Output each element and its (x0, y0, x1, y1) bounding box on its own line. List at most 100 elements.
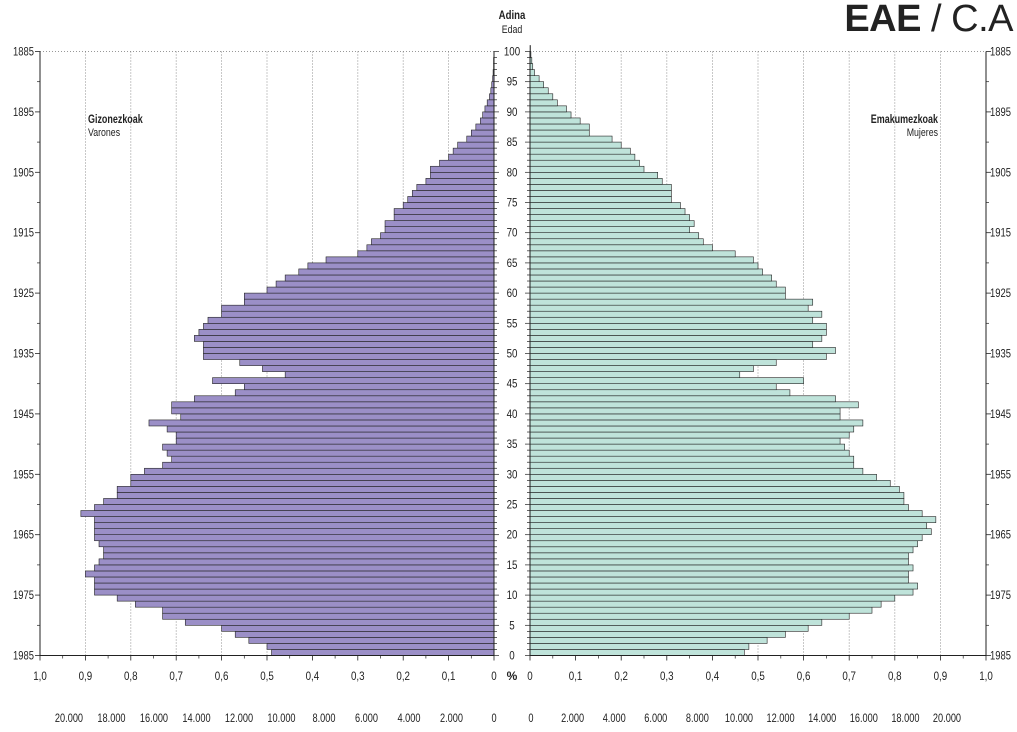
male-bar (203, 347, 495, 354)
female-bar (529, 214, 690, 221)
pct-tick-label-left: 0,3 (351, 670, 365, 683)
female-bar (529, 208, 686, 215)
year-label-left: 1915 (13, 227, 34, 240)
male-bar (148, 419, 495, 427)
female-bar (529, 522, 928, 529)
female-bar (529, 365, 754, 372)
male-bar (98, 540, 495, 548)
age-tick-label: 0 (509, 650, 514, 663)
male-bar (130, 480, 495, 487)
abs-tick-label-left: 8.000 (312, 713, 335, 725)
female-bar (529, 449, 850, 457)
female-bar (529, 606, 873, 614)
female-bar (529, 304, 809, 312)
male-bar (357, 250, 495, 258)
female-bar (529, 425, 855, 433)
year-label-left: 1955 (13, 468, 34, 481)
female-bar (529, 153, 636, 161)
abs-tick-label-left: 0 (491, 713, 496, 725)
male-bar (244, 292, 495, 300)
female-bar (529, 87, 549, 95)
female-bar (529, 383, 777, 391)
female-bar (529, 262, 759, 270)
female-bar (529, 504, 909, 511)
pct-tick-label-left: 0,5 (260, 670, 274, 683)
male-bar (116, 486, 495, 493)
grid-lines (39, 51, 987, 656)
male-bar (194, 335, 495, 342)
male-bar (407, 196, 495, 203)
female-bar (529, 190, 672, 197)
male-bar (466, 135, 495, 143)
male-bar (266, 286, 495, 294)
age-tick-label: 90 (507, 106, 518, 119)
male-bar (266, 643, 495, 650)
pct-tick-label-right: 0,2 (614, 670, 628, 683)
abs-tick-label-left: 4.000 (397, 713, 420, 725)
male-bar (480, 117, 495, 125)
year-label-right: 1975 (990, 589, 1011, 602)
female-bar (529, 649, 745, 656)
age-tick-label: 75 (507, 197, 518, 210)
male-bar (384, 220, 495, 227)
abs-tick-label-right: 2.000 (561, 713, 584, 725)
age-tick-label: 95 (507, 76, 518, 89)
pct-tick-label-right: 0,8 (888, 670, 902, 683)
female-bar (529, 280, 777, 288)
year-label-left: 1935 (13, 348, 34, 361)
male-bar (430, 172, 495, 179)
male-bar (207, 316, 495, 324)
female-series-subname: Mujeres (907, 127, 938, 139)
male-bar (94, 534, 495, 542)
female-bar (529, 117, 581, 125)
male-bar (171, 407, 495, 415)
male-bar (162, 612, 495, 620)
age-tick-label: 20 (507, 529, 518, 542)
female-bar (529, 129, 590, 137)
male-bar (171, 401, 495, 409)
age-tick-label: 55 (507, 318, 518, 331)
female-bar (529, 528, 932, 535)
abs-tick-label-left: 10.000 (267, 713, 295, 725)
year-label-left: 1985 (13, 650, 34, 663)
female-bar (529, 377, 804, 385)
age-tick-label: 60 (507, 287, 518, 300)
pct-tick-label-right: 0,9 (934, 670, 948, 683)
abs-tick-label-right: 6.000 (644, 713, 667, 725)
abs-tick-label-right: 14.000 (808, 713, 836, 725)
female-bar (529, 220, 695, 227)
male-bar (234, 631, 495, 638)
abs-tick-label-right: 18.000 (891, 713, 919, 725)
female-bar (529, 232, 700, 240)
female-bar (529, 461, 855, 469)
female-bar (529, 347, 836, 354)
female-bar (529, 492, 905, 499)
year-label-left: 1975 (13, 589, 34, 602)
female-bar (529, 353, 827, 360)
male-bar (475, 123, 495, 131)
female-bar (529, 286, 786, 294)
female-bar (529, 329, 827, 336)
male-bar (94, 582, 495, 590)
male-bar (166, 425, 495, 433)
male-series-subname: Varones (88, 127, 120, 139)
pct-tick-label-left: 0,6 (215, 670, 229, 683)
abs-tick-label-right: 16.000 (850, 713, 878, 725)
center-title: Adina (499, 9, 526, 22)
age-tick-label: 25 (507, 499, 518, 512)
female-bar (529, 292, 786, 300)
year-label-right: 1935 (990, 348, 1011, 361)
abs-tick-label-right: 0 (528, 713, 533, 725)
female-bar (529, 274, 772, 282)
male-bar (135, 600, 495, 608)
female-bar (529, 105, 567, 113)
year-label-left: 1965 (13, 529, 34, 542)
female-bar (529, 600, 882, 608)
male-bar (80, 510, 495, 517)
pct-tick-label-right: 0,1 (569, 670, 583, 683)
male-bar (371, 238, 495, 246)
male-bar (180, 413, 495, 421)
age-tick-label: 50 (507, 348, 518, 361)
male-bar (94, 528, 495, 535)
